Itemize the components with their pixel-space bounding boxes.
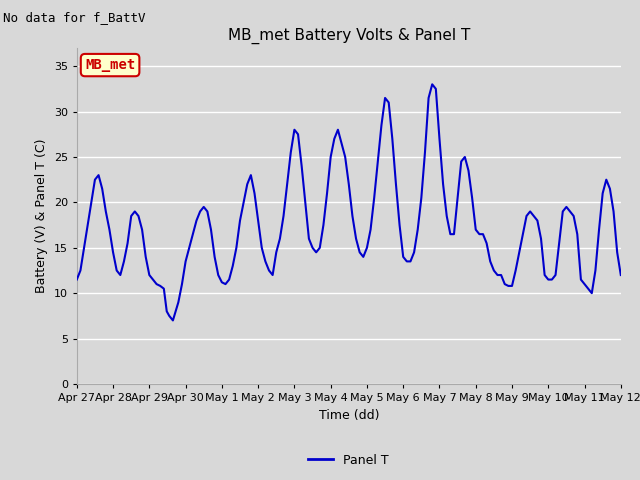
Title: MB_met Battery Volts & Panel T: MB_met Battery Volts & Panel T: [228, 28, 470, 44]
Legend: Panel T: Panel T: [303, 449, 394, 472]
X-axis label: Time (dd): Time (dd): [319, 408, 379, 421]
Y-axis label: Battery (V) & Panel T (C): Battery (V) & Panel T (C): [35, 139, 48, 293]
Text: MB_met: MB_met: [85, 58, 135, 72]
Text: No data for f_BattV: No data for f_BattV: [3, 11, 146, 24]
